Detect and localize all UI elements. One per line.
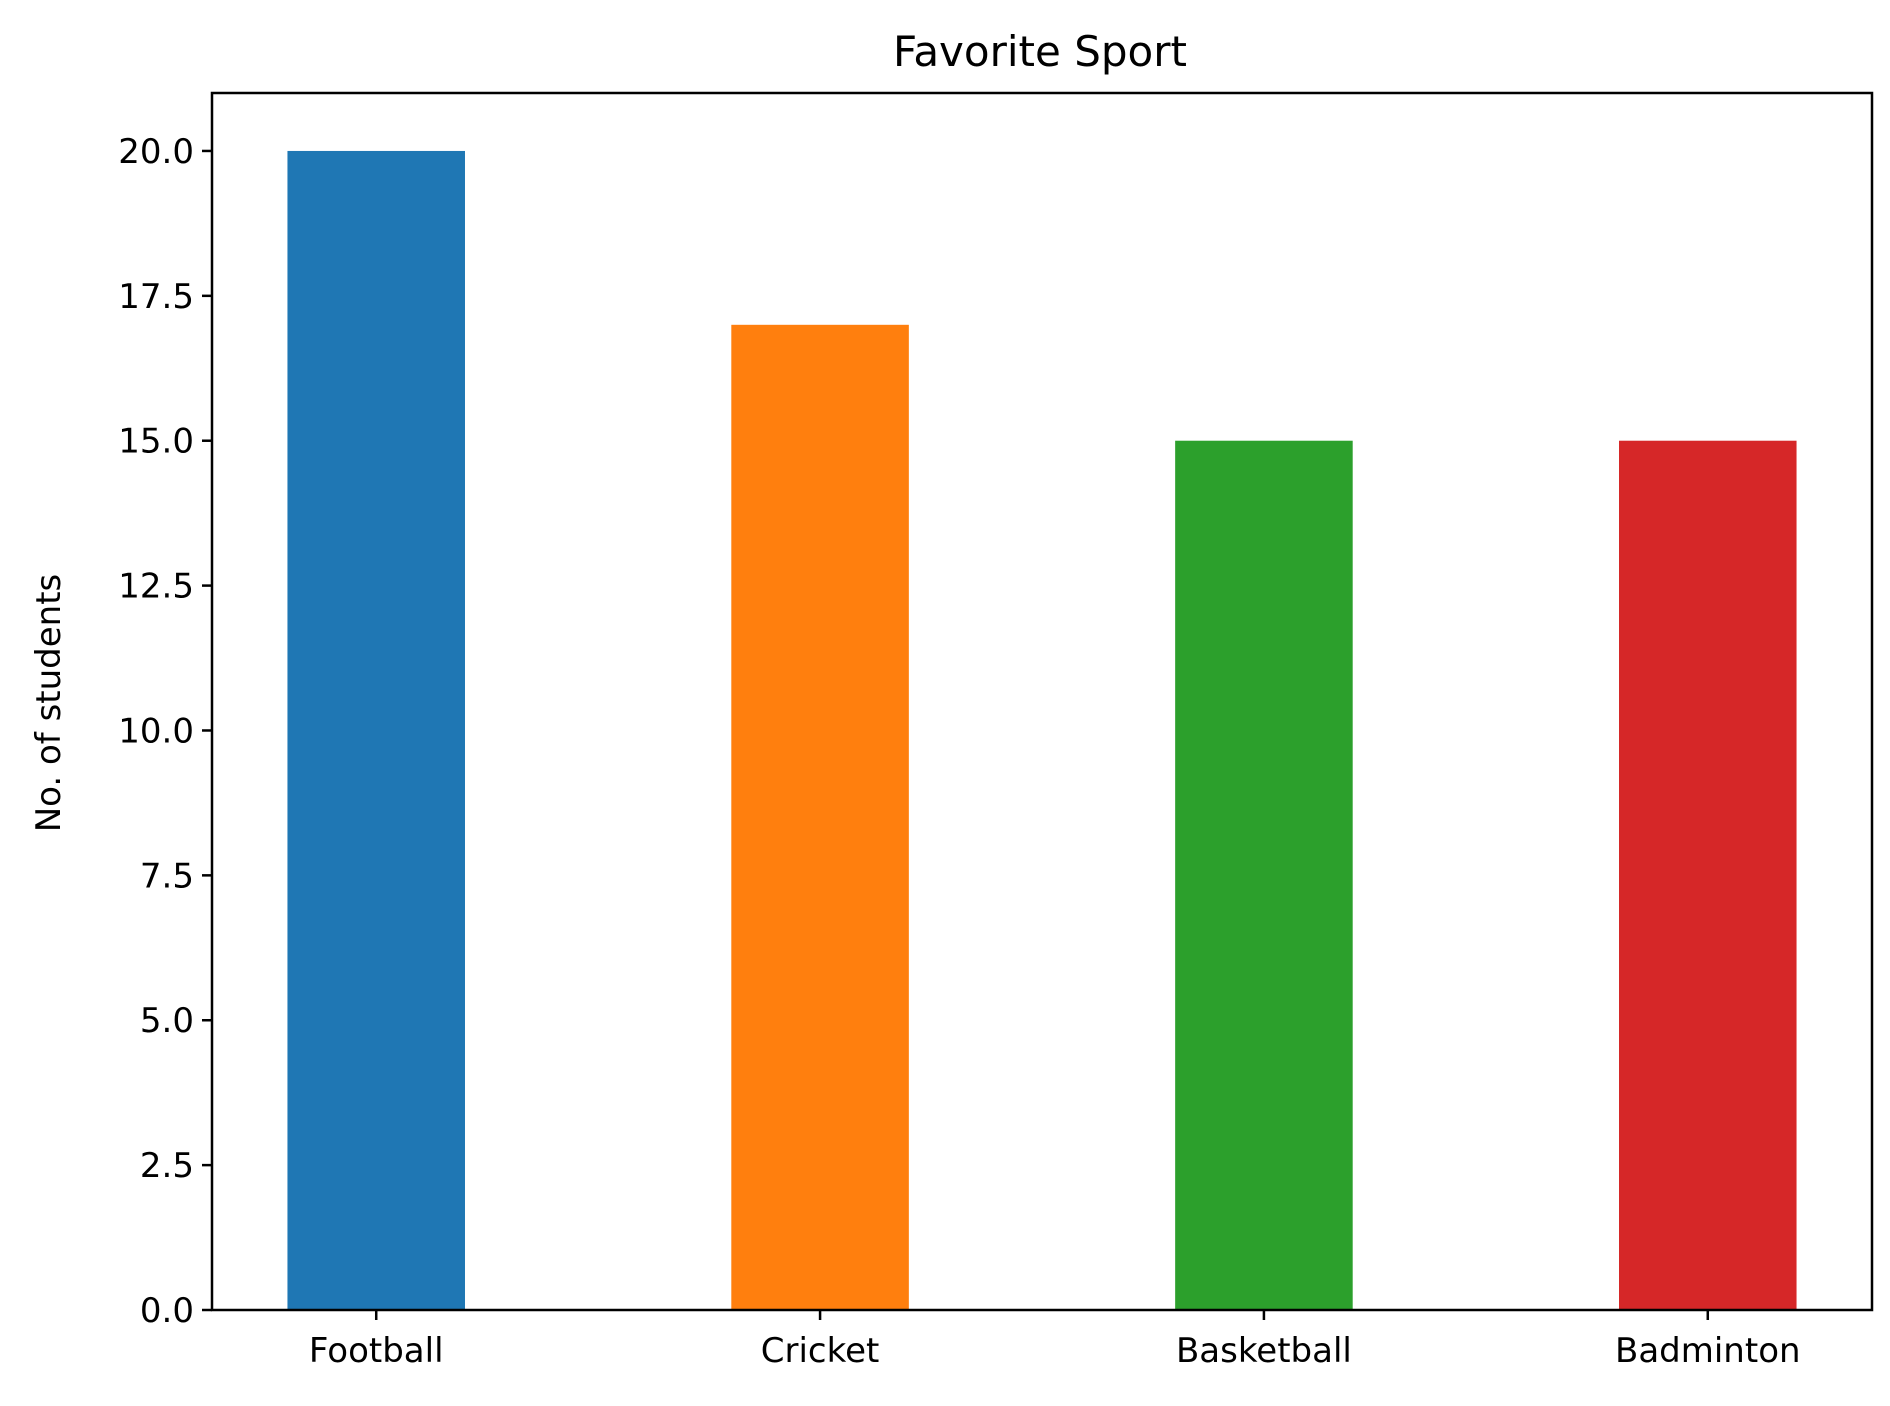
y-tick-label: 7.5 [140, 856, 194, 896]
y-tick-label: 10.0 [118, 711, 194, 751]
chart-title: Favorite Sport [893, 27, 1187, 76]
y-axis-label: No. of students [29, 574, 69, 833]
bar-badminton [1619, 440, 1797, 1310]
x-tick-label: Football [309, 1331, 444, 1371]
y-tick-label: 17.5 [118, 277, 194, 317]
bar-football [287, 150, 465, 1310]
bar-basketball [1175, 440, 1353, 1310]
y-tick-label: 15.0 [118, 422, 194, 462]
x-tick-label: Cricket [761, 1331, 880, 1371]
y-tick-label: 2.5 [140, 1146, 194, 1186]
y-tick-label: 5.0 [140, 1001, 194, 1041]
x-axis-ticks: Football Cricket Basketball Badminton [309, 1310, 1801, 1371]
x-tick-label: Badminton [1615, 1331, 1801, 1371]
y-axis-ticks: 0.0 2.5 5.0 7.5 10.0 12.5 15.0 17.5 20.0 [118, 132, 212, 1331]
plot-area-frame [210, 91, 1874, 1312]
x-tick-label: Basketball [1176, 1331, 1352, 1371]
y-tick-label: 20.0 [118, 132, 194, 172]
y-tick-label: 0.0 [140, 1291, 194, 1331]
bars-group [287, 150, 1797, 1310]
bar-cricket [731, 324, 909, 1310]
y-tick-label: 12.5 [118, 567, 194, 607]
